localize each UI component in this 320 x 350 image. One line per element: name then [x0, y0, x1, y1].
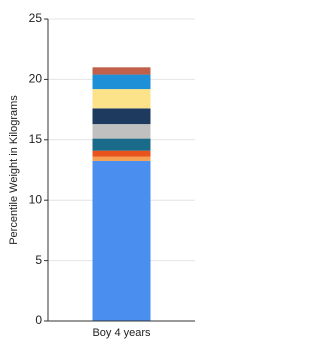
bar-segment: [92, 108, 151, 125]
y-tick-label: 15: [29, 132, 43, 146]
y-axis-label: Percentile Weight in Kilograms: [8, 95, 20, 245]
y-tick-label: 5: [35, 253, 42, 267]
bar-segment: [92, 67, 151, 75]
y-tick-label: 20: [29, 72, 43, 86]
x-tick-label: Boy 4 years: [92, 327, 151, 339]
bar-segment: [92, 160, 151, 321]
bar-segment: [92, 138, 151, 151]
bar-segment: [92, 74, 151, 90]
y-tick-label: 10: [29, 192, 43, 206]
bar-segment: [92, 156, 151, 161]
bar-segment: [92, 150, 151, 157]
chart: Percentile Weight in Kilograms 0 5 10 15 20 2…: [8, 11, 195, 339]
bar-segment: [92, 124, 151, 139]
bar-segment: [92, 89, 151, 109]
y-tick-label: 0: [35, 313, 42, 327]
y-tick-label: 25: [29, 11, 43, 25]
